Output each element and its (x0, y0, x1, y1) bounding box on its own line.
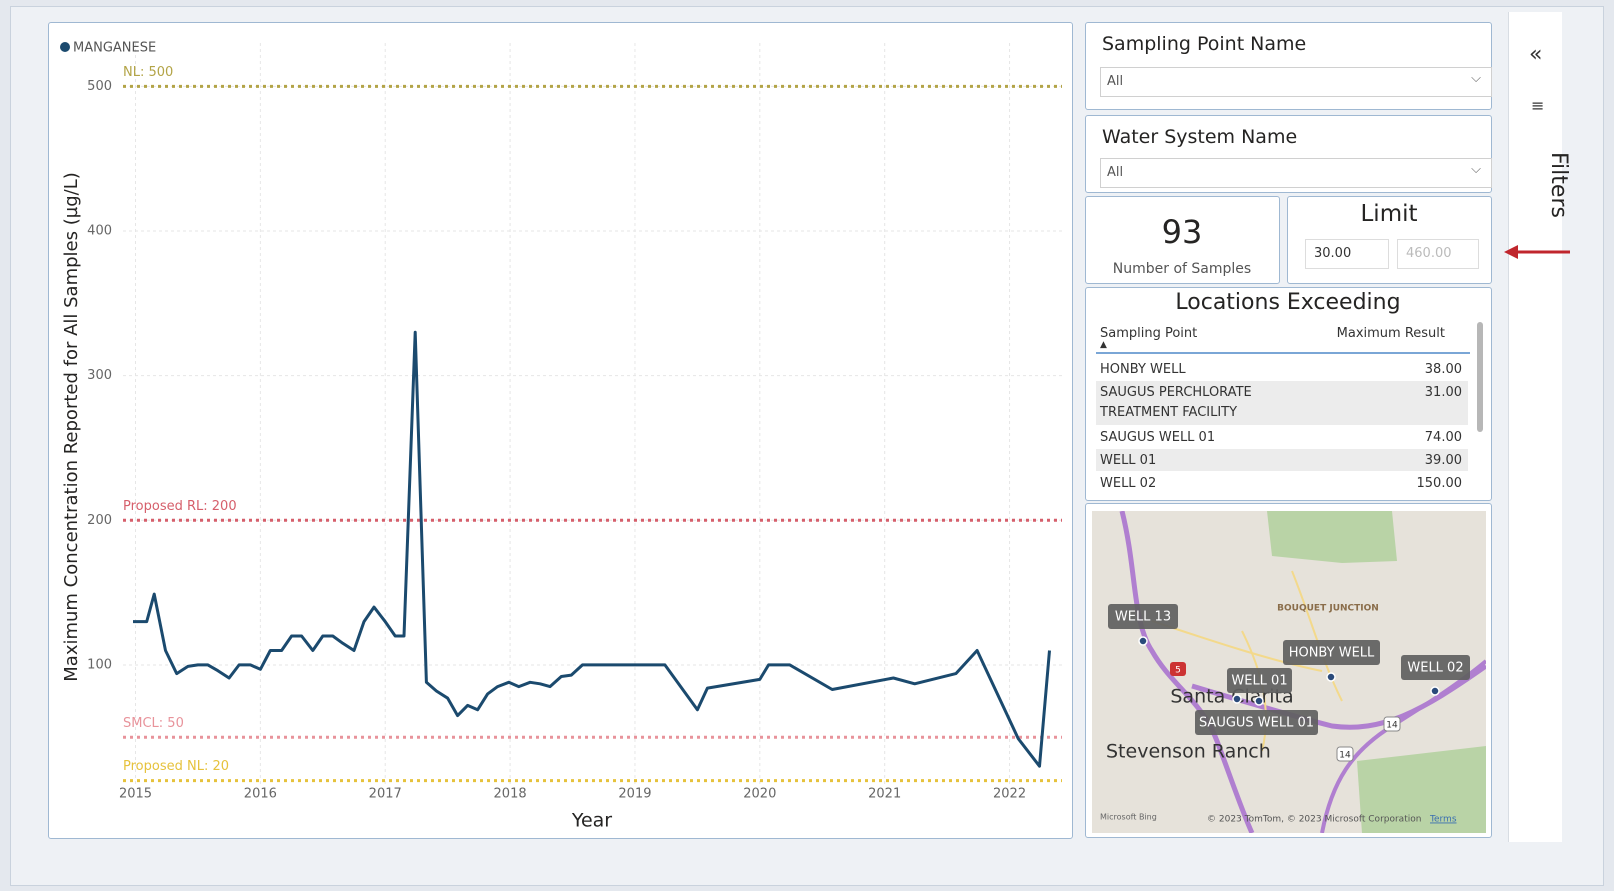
table-row: WELL 02 150.00 (1096, 472, 1468, 494)
dropdown[interactable]: All ⌵ (1100, 158, 1492, 188)
map-pin (1327, 673, 1335, 681)
limit-slicer: Limit 30.00 460.00 (1287, 196, 1492, 284)
slicer: Sampling Point Name All ⌵ (1085, 22, 1492, 110)
reference-label: Proposed NL: 20 (123, 759, 229, 774)
x-tick-label: 2016 (244, 787, 277, 802)
x-tick-label: 2015 (119, 787, 152, 802)
map-terms[interactable]: Terms (1429, 815, 1457, 825)
chevron: ⌵ (1471, 162, 1481, 177)
dropdown[interactable]: All ⌵ (1100, 67, 1492, 97)
reference-label: NL: 500 (123, 65, 173, 80)
x-axis-title: Year (571, 810, 612, 832)
x-tick-label: 2017 (369, 787, 402, 802)
map-label: WELL 02 (1407, 661, 1463, 676)
map-provider: Microsoft Bing (1100, 813, 1157, 822)
map-pin (1255, 697, 1263, 705)
arrow-head (1504, 245, 1518, 259)
y-tick-label: 300 (87, 368, 112, 383)
map-pin (1233, 695, 1241, 703)
y-tick-label: 400 (87, 224, 112, 239)
line-chart: 100 200 300 400 500 2015 2016 2017 2018 2019 2020 2… (0, 0, 1080, 850)
y-tick-label: 100 (87, 657, 112, 672)
header-rule (1096, 352, 1470, 354)
table-row: WELL 01 39.00 (1096, 449, 1468, 471)
cell: SAUGUS PERCHLORATE TREATMENT FACILITY (1100, 383, 1310, 423)
slicer-title: Sampling Point Name (1102, 33, 1306, 55)
reference-label: Proposed RL: 200 (123, 499, 237, 514)
map-label: WELL 01 (1231, 674, 1287, 689)
filters-pane[interactable]: « ≡ Filters (1508, 12, 1562, 842)
table-visual: Locations Exceeding Sampling Point ▲ Max… (1085, 287, 1492, 501)
map-label: WELL 13 (1115, 610, 1171, 625)
map-label: SAUGUS WELL 01 (1199, 716, 1314, 731)
x-tick-label: 2018 (494, 787, 527, 802)
place-label: Stevenson Ranch (1106, 741, 1271, 763)
map-attribution: © 2023 TomTom, © 2023 Microsoft Corporat… (1207, 815, 1421, 825)
road-shield-label: 14 (1339, 751, 1351, 761)
cell: WELL 02 (1100, 474, 1310, 494)
cell: SAUGUS WELL 01 (1100, 428, 1310, 448)
legend-label: MANGANESE (73, 41, 156, 56)
chevron: ⌵ (1471, 71, 1481, 86)
filters-title: Filters (1511, 152, 1571, 218)
legend-marker (60, 42, 70, 52)
x-tick-label: 2022 (993, 787, 1026, 802)
selection: All (1107, 74, 1123, 89)
cell: WELL 01 (1100, 451, 1310, 471)
card-label: Number of Samples (1086, 261, 1278, 277)
place-label: BOUQUET JUNCTION (1277, 604, 1379, 614)
table-row: SAUGUS WELL 01 74.00 (1096, 426, 1468, 448)
card: 93 Number of Samples (1085, 196, 1280, 284)
map-pin (1139, 637, 1147, 645)
road-shield-label: 14 (1386, 721, 1398, 731)
column-header[interactable]: Maximum Result (1337, 326, 1445, 341)
reference-label: SMCL: 50 (123, 716, 184, 731)
data-line (133, 332, 1050, 766)
max-input[interactable]: 460.00 (1397, 239, 1479, 269)
y-tick-label: 200 (87, 513, 112, 528)
cell: 38.00 (1425, 360, 1462, 380)
page: 100 200 300 400 500 2015 2016 2017 2018 2019 2020 2… (0, 0, 1614, 891)
map-pin (1431, 687, 1439, 695)
x-tick-label: 2021 (868, 787, 901, 802)
y-axis-title: Maximum Concentration Reported for All S… (61, 172, 82, 681)
map-label: HONBY WELL (1289, 646, 1375, 661)
slicer-title: Water System Name (1102, 126, 1297, 148)
card-value: 93 (1086, 213, 1278, 251)
limit-title: Limit (1288, 201, 1490, 227)
road-shield-label: 5 (1175, 666, 1181, 676)
y-tick-label: 500 (87, 79, 112, 94)
arrow (1500, 240, 1570, 264)
cell: 150.00 (1417, 474, 1463, 494)
sort-icon: ▲ (1100, 340, 1107, 350)
table-row: HONBY WELL 38.00 (1096, 358, 1468, 380)
column-header[interactable]: Sampling Point (1100, 326, 1197, 341)
collapse-icon[interactable]: « (1529, 42, 1542, 67)
slicer: Water System Name All ⌵ (1085, 115, 1492, 193)
cell: 31.00 (1425, 383, 1462, 403)
x-tick-label: 2019 (618, 787, 651, 802)
cell: 74.00 (1425, 428, 1462, 448)
table-title: Locations Exceeding (1086, 290, 1490, 315)
x-tick-label: 2020 (743, 787, 776, 802)
cell: 39.00 (1425, 451, 1462, 471)
min-input[interactable]: 30.00 (1305, 239, 1389, 269)
scrollbar[interactable] (1477, 322, 1483, 432)
cell: HONBY WELL (1100, 360, 1310, 380)
filter-icon: ≡ (1531, 96, 1544, 115)
park (1267, 511, 1397, 563)
selection: All (1107, 165, 1123, 180)
table-row: SAUGUS PERCHLORATE TREATMENT FACILITY 31.… (1096, 381, 1468, 425)
